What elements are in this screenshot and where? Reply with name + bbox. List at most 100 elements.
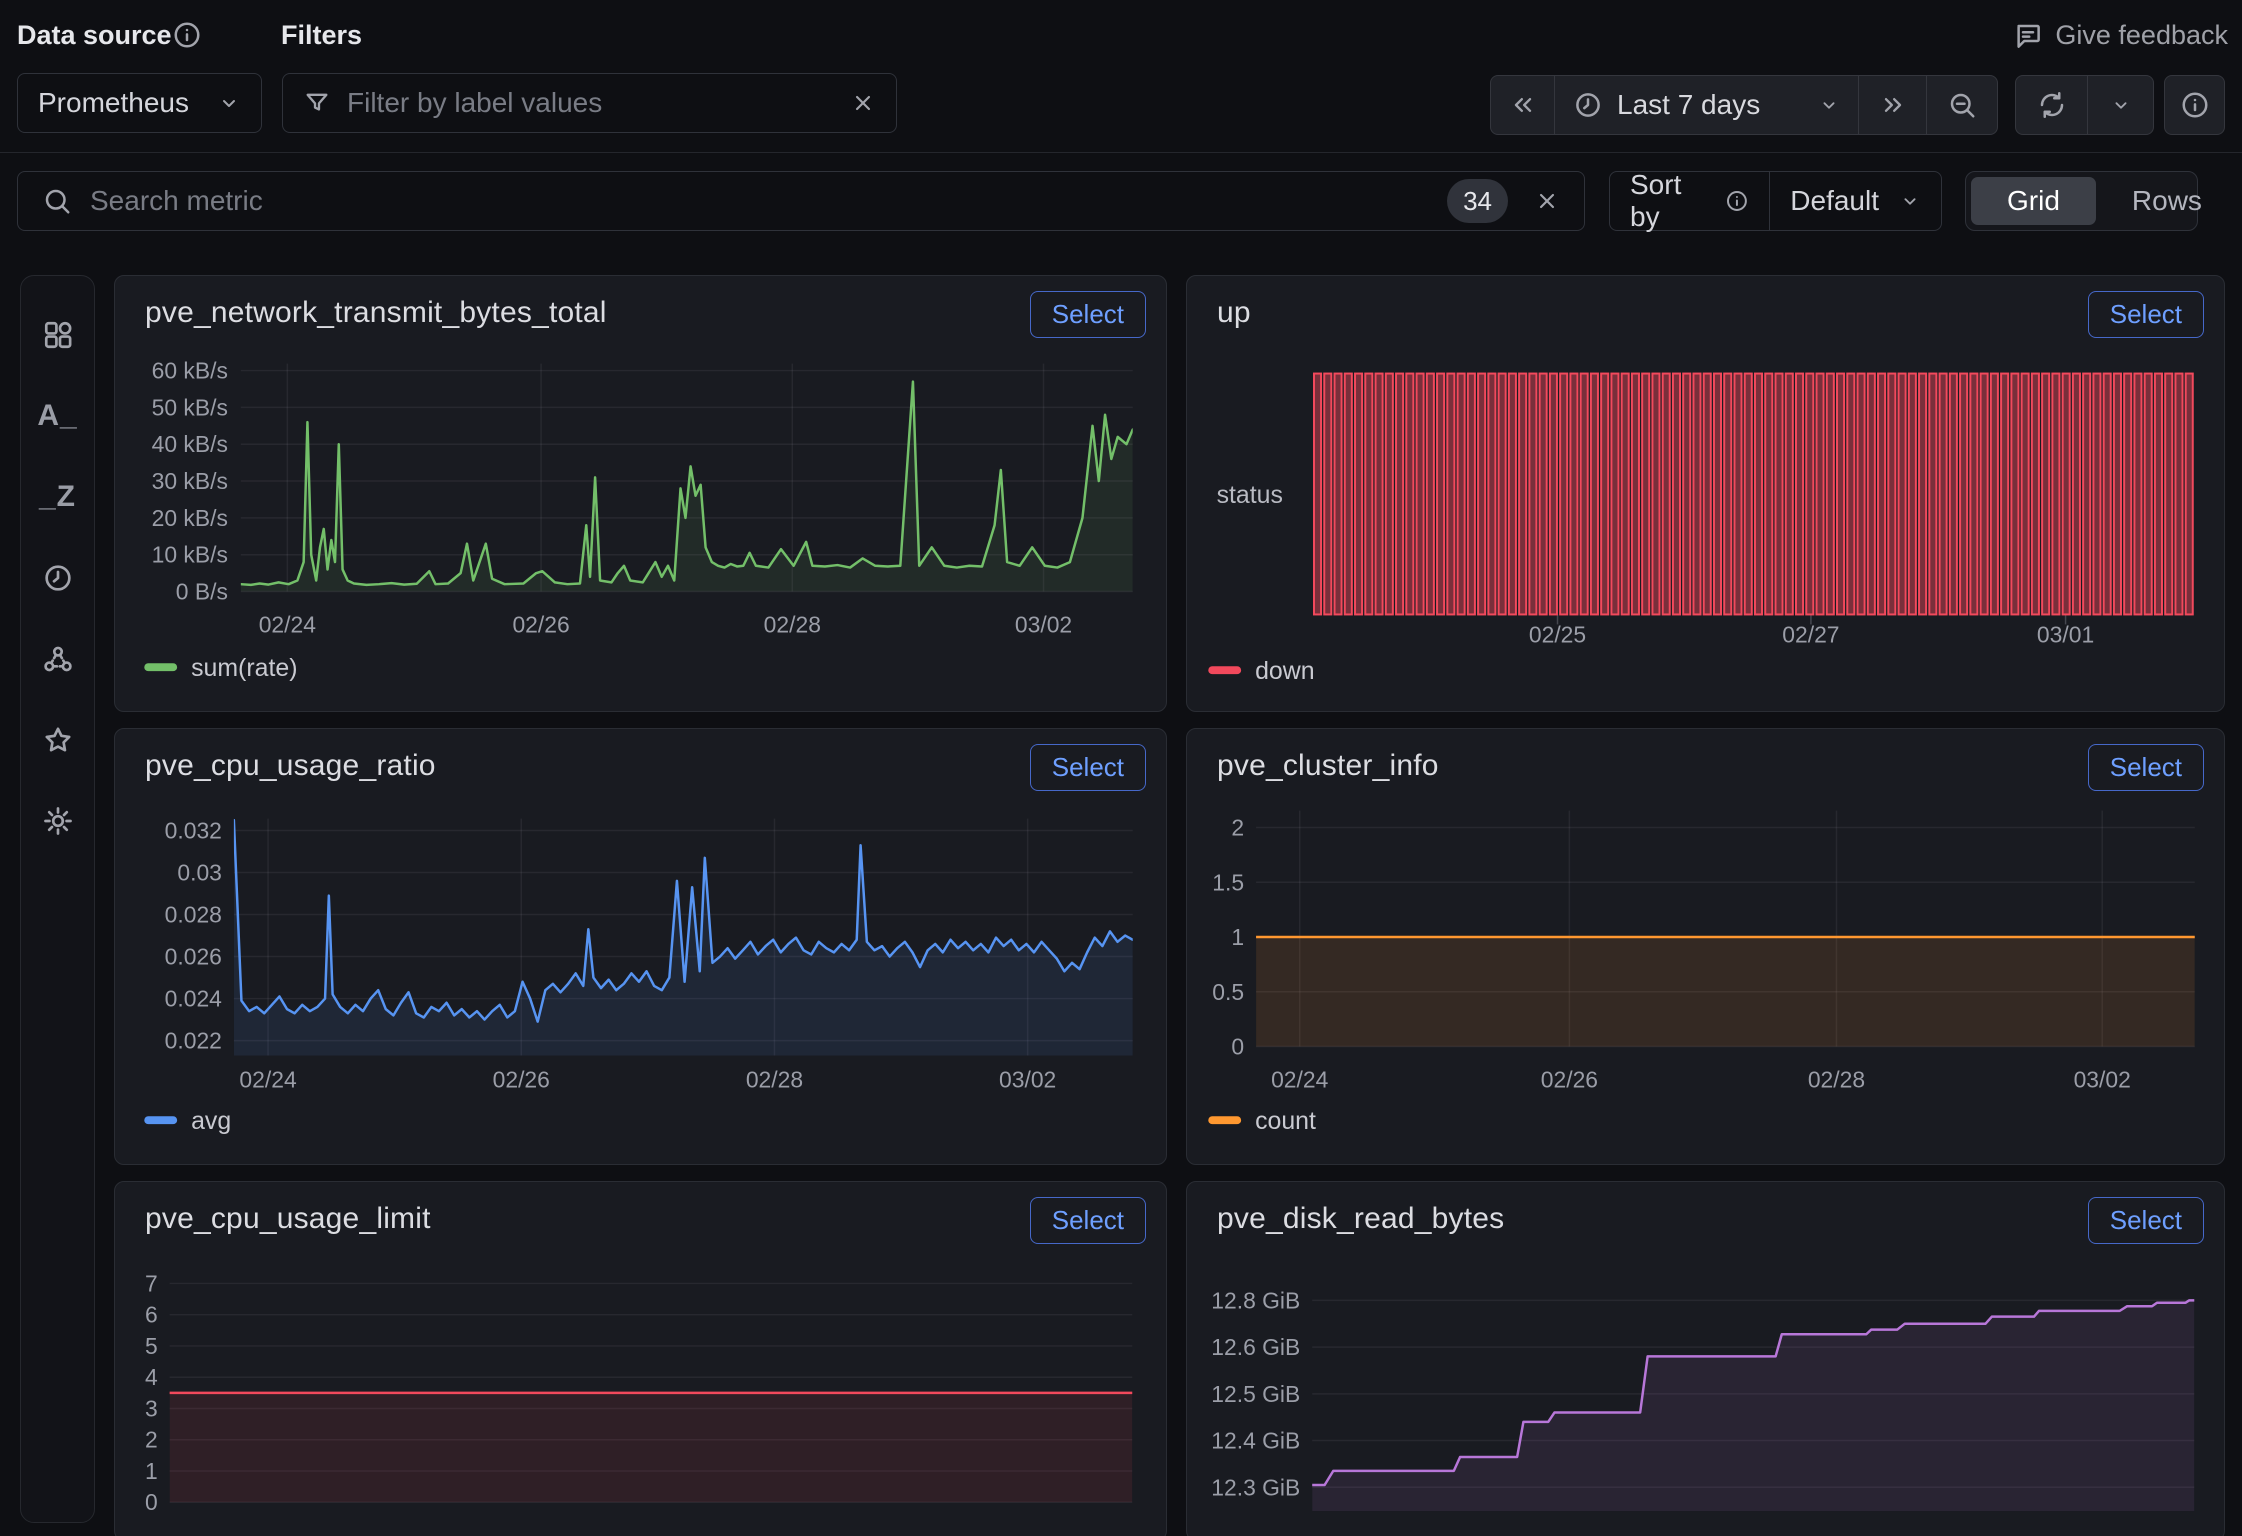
- metric-panel: 02/2502/2703/01statusdownupSelect: [1186, 275, 2225, 712]
- svg-text:2: 2: [145, 1427, 158, 1453]
- metric-search-input[interactable]: [90, 185, 1429, 217]
- svg-text:12.3 GiB: 12.3 GiB: [1211, 1474, 1300, 1500]
- sidebar-item-star[interactable]: [28, 699, 88, 780]
- chevron-down-icon: [2110, 94, 2132, 116]
- info-button[interactable]: [2165, 76, 2224, 134]
- sidebar-item-recent-clock[interactable]: [28, 537, 88, 618]
- zoom-out-time-button[interactable]: [1926, 76, 1997, 134]
- double-chevron-right-icon: [1879, 91, 1907, 119]
- svg-text:5: 5: [145, 1333, 158, 1359]
- svg-text:02/27: 02/27: [1782, 621, 1839, 647]
- svg-text:avg: avg: [191, 1107, 231, 1135]
- sort-value-dropdown[interactable]: Default: [1770, 185, 1941, 217]
- svg-text:1: 1: [145, 1458, 158, 1484]
- give-feedback-label: Give feedback: [2055, 20, 2228, 51]
- header-divider: [0, 152, 2242, 153]
- panel-title: pve_cpu_usage_ratio: [145, 749, 436, 783]
- metric-chart: 0.0320.030.0280.0260.0240.02202/2402/260…: [115, 729, 1166, 1164]
- refresh-button[interactable]: [2016, 76, 2087, 134]
- sidebar-item-sort-alpha-ascending[interactable]: A_: [28, 375, 88, 456]
- svg-text:1.5: 1.5: [1212, 869, 1244, 895]
- chevron-down-icon: [217, 91, 241, 115]
- panel-title: pve_disk_read_bytes: [1217, 1202, 1504, 1236]
- time-range-controls: Last 7 days: [1490, 75, 1998, 135]
- svg-text:0.022: 0.022: [165, 1028, 222, 1054]
- metric-search-field[interactable]: 34: [17, 171, 1585, 231]
- sidebar-item-settings-gear[interactable]: [28, 780, 88, 861]
- funnel-icon: [303, 89, 331, 117]
- svg-text:03/02: 03/02: [2074, 1066, 2131, 1092]
- metric-chart: 21.510.5002/2402/2602/2803/02count: [1187, 729, 2224, 1164]
- sidebar-rail: A_ _Z: [20, 275, 95, 1523]
- view-rows-option[interactable]: Rows: [2096, 177, 2238, 225]
- metric-panel: 60 kB/s50 kB/s40 kB/s30 kB/s20 kB/s10 kB…: [114, 275, 1167, 712]
- sidebar-item-apps[interactable]: [28, 294, 88, 375]
- svg-text:12.4 GiB: 12.4 GiB: [1211, 1428, 1300, 1454]
- svg-text:02/28: 02/28: [746, 1066, 803, 1092]
- data-source-info-icon[interactable]: [172, 20, 202, 50]
- svg-text:6: 6: [145, 1302, 158, 1328]
- svg-text:02/28: 02/28: [1808, 1066, 1865, 1092]
- label-filter-input[interactable]: [347, 87, 834, 119]
- label-filter-field[interactable]: [282, 73, 897, 133]
- time-shift-back-button[interactable]: [1491, 76, 1554, 134]
- star-icon: [42, 724, 74, 756]
- svg-text:status: status: [1217, 481, 1283, 509]
- sort-alpha-descending-icon: _Z: [39, 480, 76, 514]
- clear-search-icon[interactable]: [1534, 188, 1560, 214]
- svg-text:0.03: 0.03: [177, 860, 222, 886]
- metric-chart: 60 kB/s50 kB/s40 kB/s30 kB/s20 kB/s10 kB…: [115, 276, 1166, 711]
- svg-text:4: 4: [145, 1364, 158, 1390]
- search-icon: [42, 186, 72, 216]
- metric-panel: 12.8 GiB12.6 GiB12.5 GiB12.4 GiB12.3 GiB…: [1186, 1181, 2225, 1536]
- sidebar-item-sort-alpha-descending[interactable]: _Z: [28, 456, 88, 537]
- svg-text:02/28: 02/28: [764, 611, 821, 637]
- svg-text:3: 3: [145, 1395, 158, 1421]
- panel-title: pve_network_transmit_bytes_total: [145, 296, 607, 330]
- panel-title: up: [1217, 296, 1251, 330]
- select-metric-button[interactable]: Select: [2088, 744, 2204, 791]
- svg-text:0.032: 0.032: [165, 817, 222, 843]
- svg-text:0.028: 0.028: [165, 902, 222, 928]
- double-chevron-left-icon: [1509, 91, 1537, 119]
- svg-text:0: 0: [145, 1489, 158, 1515]
- svg-text:2: 2: [1231, 815, 1244, 841]
- data-source-picker[interactable]: Prometheus: [17, 73, 262, 133]
- svg-text:02/24: 02/24: [259, 611, 317, 637]
- view-grid-option[interactable]: Grid: [1971, 177, 2096, 225]
- svg-text:0 B/s: 0 B/s: [176, 579, 228, 605]
- refresh-interval-dropdown[interactable]: [2087, 76, 2153, 134]
- data-source-label: Data source: [17, 20, 172, 51]
- panel-title: pve_cpu_usage_limit: [145, 1202, 431, 1236]
- select-metric-button[interactable]: Select: [1030, 1197, 1146, 1244]
- sort-by-label: Sort by: [1630, 169, 1711, 233]
- svg-text:02/26: 02/26: [1541, 1066, 1598, 1092]
- view-mode-toggle: Grid Rows: [1965, 171, 2198, 231]
- filters-label: Filters: [281, 20, 362, 51]
- svg-text:02/24: 02/24: [239, 1066, 297, 1092]
- sort-info-icon[interactable]: [1725, 188, 1749, 214]
- time-range-picker[interactable]: Last 7 days: [1554, 76, 1858, 134]
- sort-control: Sort by Default: [1609, 171, 1942, 231]
- info-circle-icon: [2180, 90, 2210, 120]
- svg-text:1: 1: [1231, 924, 1244, 950]
- select-metric-button[interactable]: Select: [1030, 744, 1146, 791]
- select-metric-button[interactable]: Select: [1030, 291, 1146, 338]
- svg-text:0.024: 0.024: [165, 986, 223, 1012]
- svg-text:03/02: 03/02: [999, 1066, 1056, 1092]
- svg-text:02/25: 02/25: [1529, 621, 1586, 647]
- metric-chart: 02/2502/2703/01statusdown: [1187, 276, 2224, 711]
- metric-panel: 0.0320.030.0280.0260.0240.02202/2402/260…: [114, 728, 1167, 1165]
- sidebar-item-related-metrics[interactable]: [28, 618, 88, 699]
- select-metric-button[interactable]: Select: [2088, 1197, 2204, 1244]
- svg-text:12.6 GiB: 12.6 GiB: [1211, 1334, 1300, 1360]
- svg-text:40 kB/s: 40 kB/s: [152, 431, 228, 457]
- time-shift-forward-button[interactable]: [1858, 76, 1926, 134]
- select-metric-button[interactable]: Select: [2088, 291, 2204, 338]
- time-range-value: Last 7 days: [1617, 89, 1760, 121]
- give-feedback-button[interactable]: Give feedback: [2013, 20, 2228, 51]
- sort-alpha-ascending-icon: A_: [37, 399, 77, 433]
- clear-filter-icon[interactable]: [850, 90, 876, 116]
- svg-text:50 kB/s: 50 kB/s: [152, 394, 228, 420]
- svg-text:down: down: [1255, 657, 1314, 685]
